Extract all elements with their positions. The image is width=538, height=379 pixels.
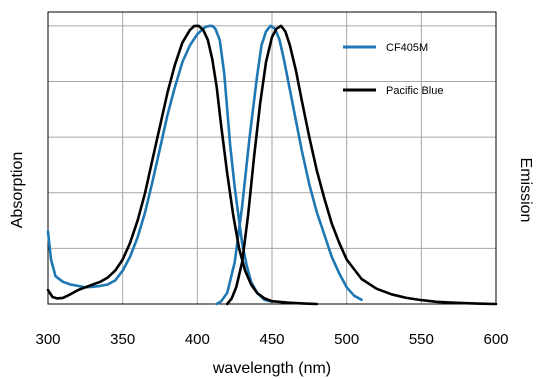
x-tick-label: 350: [110, 331, 135, 348]
series-line-cf405m-emission: [215, 24, 363, 306]
x-tick-label: 550: [409, 331, 434, 348]
series-lines: [46, 24, 498, 306]
x-tick-label: 300: [35, 331, 60, 348]
x-tick-label: 450: [259, 331, 284, 348]
y-axis-title-right: Emission: [517, 158, 534, 223]
x-tick-labels: 300 350 400 450 500 550 600: [35, 331, 508, 348]
y-axis-title-left: Absorption: [9, 152, 26, 229]
series-line-pacific-blue-emission: [225, 24, 498, 306]
legend: CF405M Pacific Blue: [343, 42, 443, 97]
plot-frame: [47, 11, 497, 305]
x-tick-label: 400: [185, 331, 210, 348]
x-tick-label: 500: [334, 331, 359, 348]
series-line-cf405m-absorption: [46, 24, 274, 304]
gridlines: [48, 12, 496, 304]
legend-label-cf405m: CF405M: [386, 42, 428, 54]
legend-label-pacific-blue: Pacific Blue: [386, 85, 443, 97]
x-tick-label: 600: [483, 331, 508, 348]
series-line-pacific-blue-absorption: [46, 24, 319, 306]
x-axis-title: wavelength (nm): [212, 360, 331, 377]
